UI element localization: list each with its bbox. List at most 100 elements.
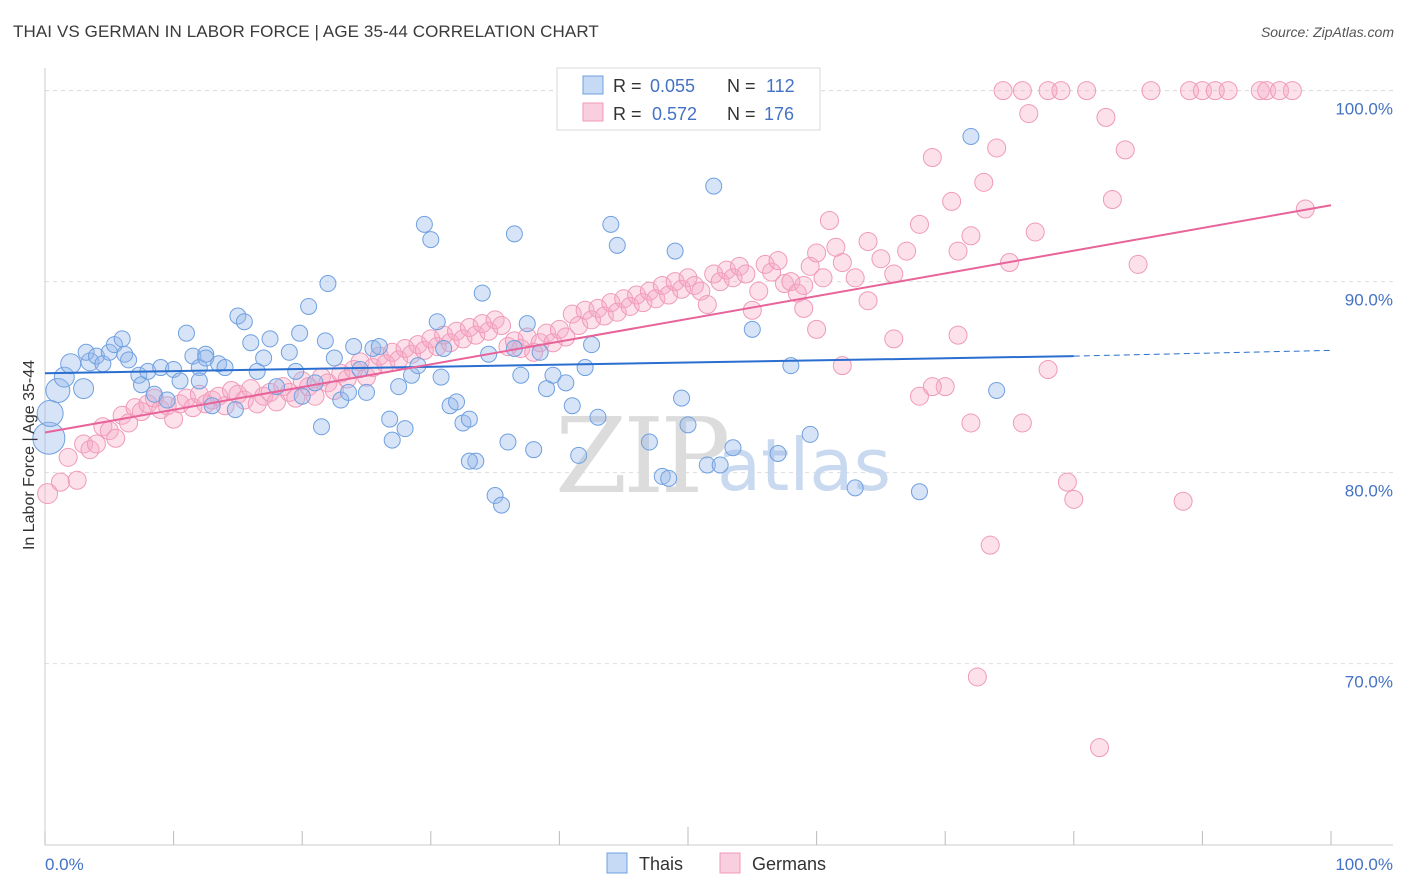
thais-point <box>988 381 1006 399</box>
legend-bottom-thais-label: Thais <box>639 854 683 874</box>
watermark: ZIP atlas <box>555 395 891 517</box>
germans-point <box>1025 222 1045 242</box>
germans-point <box>807 243 827 263</box>
thais-point <box>158 391 176 409</box>
germans-point <box>884 264 904 284</box>
thais-point <box>660 469 678 487</box>
germans-point <box>1038 359 1058 379</box>
thais-point <box>801 425 819 443</box>
thais-point <box>177 324 195 342</box>
germans-point <box>980 535 1000 555</box>
thais-point <box>242 334 260 352</box>
germans-point <box>1173 491 1193 511</box>
germans-point <box>582 310 602 330</box>
germans-point <box>440 333 460 353</box>
germans-point <box>1250 81 1270 101</box>
germans-points <box>37 81 1315 758</box>
thais-point <box>216 359 234 377</box>
thais-point <box>255 349 273 367</box>
y-tick-label: 70.0% <box>1345 673 1393 692</box>
thais-point <box>602 215 620 233</box>
germans-point <box>537 323 557 343</box>
germans-point <box>1012 413 1032 433</box>
germans-point <box>549 319 569 339</box>
thais-point <box>448 393 466 411</box>
germans-point <box>86 434 106 454</box>
germans-point <box>1051 81 1071 101</box>
germans-point <box>37 483 59 505</box>
thais-point <box>381 410 399 428</box>
thais-point <box>370 338 388 356</box>
legend-thais-n-value: 112 <box>766 76 795 96</box>
germans-point <box>427 337 447 357</box>
thais-point <box>390 378 408 396</box>
thais-point <box>261 330 279 348</box>
thais-point <box>576 359 594 377</box>
thais-point <box>319 275 337 293</box>
thais-point <box>589 408 607 426</box>
thais-point <box>563 397 581 415</box>
germans-point <box>562 304 582 324</box>
thais-point <box>415 215 433 233</box>
thais-point <box>544 366 562 384</box>
germans-point <box>922 377 942 397</box>
thais-point <box>287 362 305 380</box>
thais-point <box>422 231 440 249</box>
legend-thais-swatch <box>582 75 604 95</box>
germans-point <box>58 447 78 467</box>
y-axis-title: In Labor Force | Age 35-44 <box>21 360 38 550</box>
thais-point <box>512 366 530 384</box>
germans-point <box>948 241 968 261</box>
germans-point <box>678 268 698 288</box>
thais-point <box>666 242 684 260</box>
thais-point <box>80 352 100 372</box>
germans-point <box>389 350 409 370</box>
thais-point <box>846 479 864 497</box>
axes <box>44 68 1393 846</box>
germans-point <box>832 356 852 376</box>
germans-point <box>723 268 743 288</box>
thais-point <box>640 433 658 451</box>
thais-point <box>743 320 761 338</box>
thais-point <box>486 487 504 505</box>
germans-point <box>845 268 865 288</box>
germans-point <box>1064 489 1084 509</box>
germans-point <box>794 275 814 295</box>
legend-bottom-thais-swatch <box>606 852 628 874</box>
germans-point <box>472 314 492 334</box>
thais-point <box>435 339 453 357</box>
germans-point <box>762 262 782 282</box>
germans-point <box>832 253 852 273</box>
germans-point <box>1218 81 1238 101</box>
chart-title: THAI VS GERMAN IN LABOR FORCE | AGE 35-4… <box>13 22 599 41</box>
legend-germans-n-label: N = <box>727 104 756 124</box>
legend-thais-r-value: 0.055 <box>650 76 695 96</box>
germans-point <box>652 275 672 295</box>
thais-point <box>518 315 536 333</box>
legend-bottom-germans-swatch <box>719 852 741 874</box>
thais-point <box>197 345 215 363</box>
thais-point <box>280 343 298 361</box>
thais-point <box>460 410 478 428</box>
germans-point <box>897 241 917 261</box>
legend-germans-r-value: 0.572 <box>652 104 697 124</box>
germans-point <box>492 316 512 336</box>
thais-point <box>499 433 517 451</box>
germans-point <box>749 281 769 301</box>
germans-point <box>1090 738 1110 758</box>
germans-point <box>871 249 891 269</box>
germans-point <box>1096 107 1116 127</box>
germans-point <box>633 293 653 313</box>
germans-point <box>974 172 994 192</box>
y-tick-label: 90.0% <box>1345 291 1393 310</box>
thais-point <box>493 496 511 514</box>
thais-point <box>203 397 221 415</box>
thais-point <box>467 452 485 470</box>
germans-point <box>1012 81 1032 101</box>
germans-point <box>479 321 499 341</box>
thais-point <box>45 377 71 403</box>
thais-point <box>679 416 697 434</box>
germans-point <box>1057 472 1077 492</box>
watermark-atlas: atlas <box>717 423 891 507</box>
